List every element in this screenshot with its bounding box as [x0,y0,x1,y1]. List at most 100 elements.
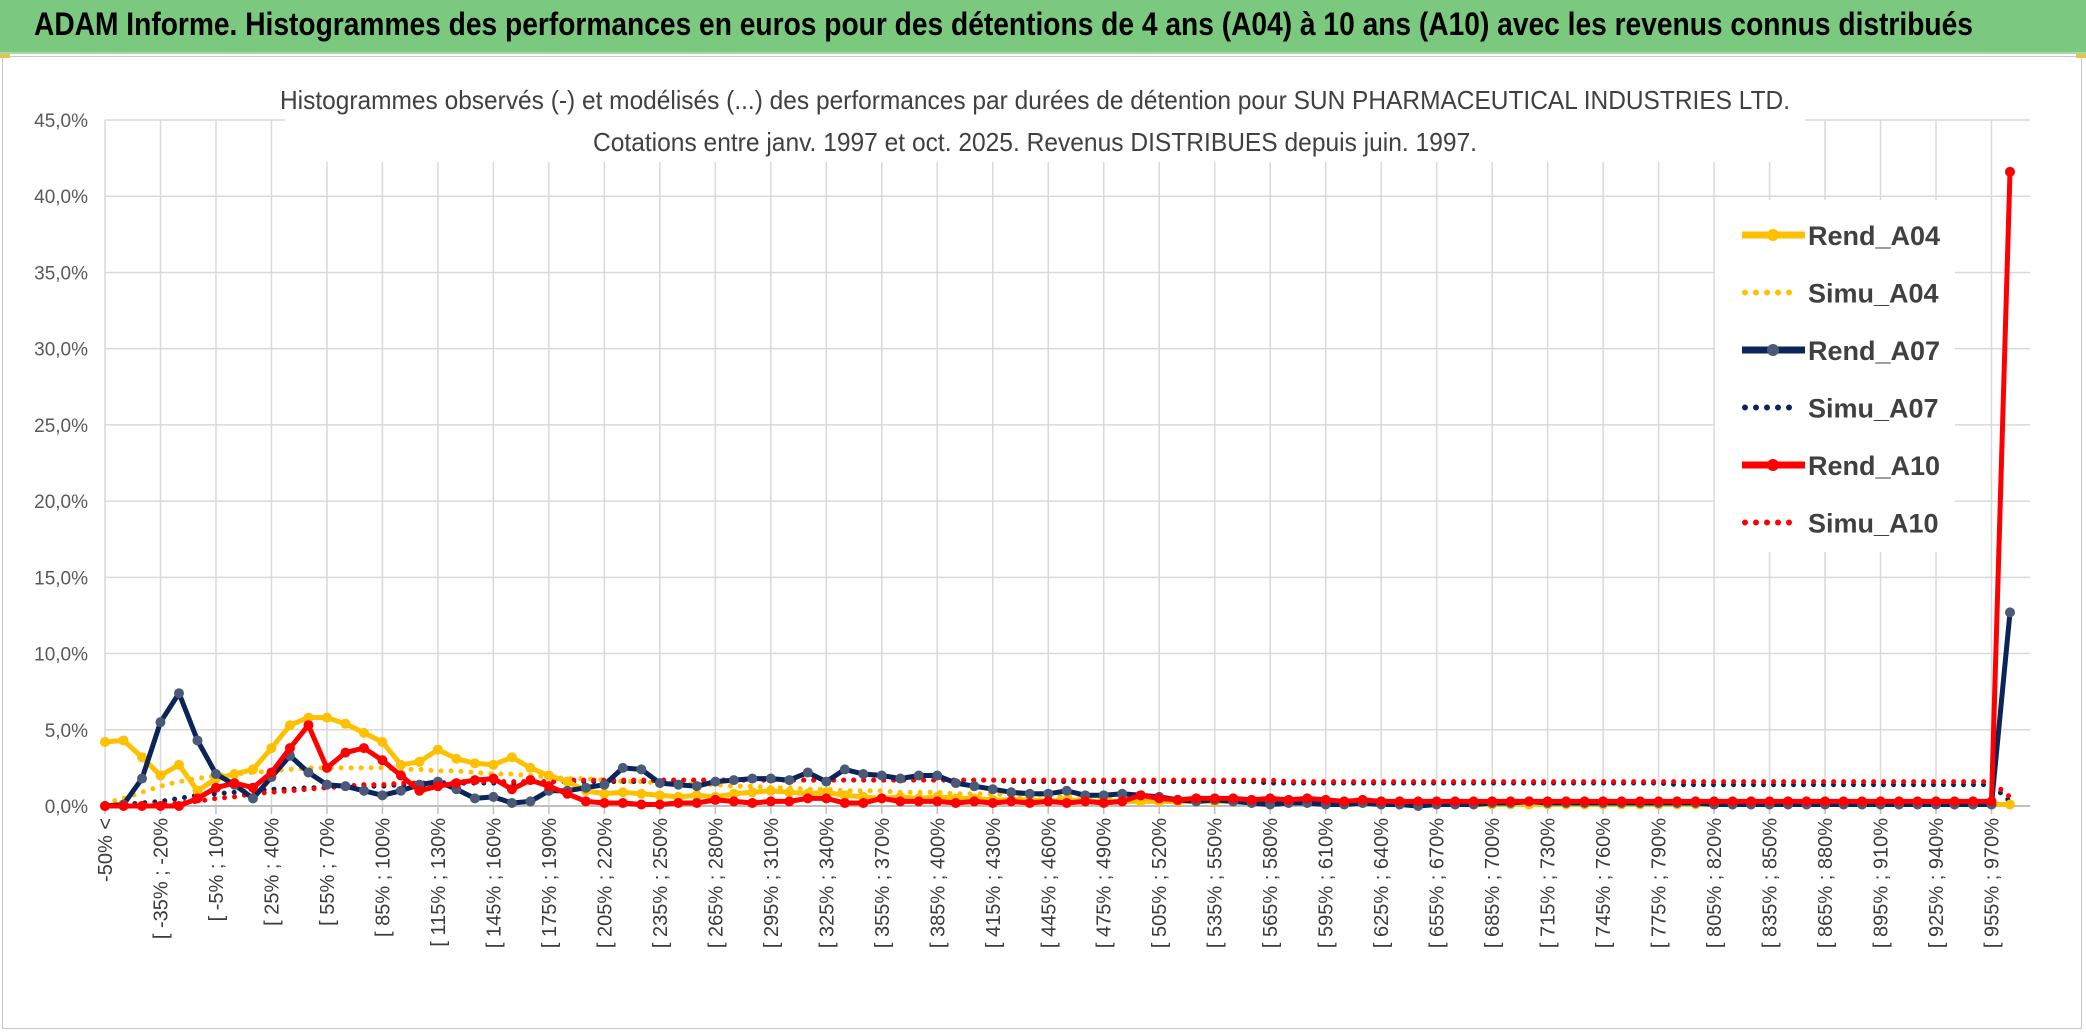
data-point-rend-a04 [358,727,369,738]
data-point-rend-a04 [488,759,499,770]
data-point-rend-a10 [1006,796,1017,807]
series-line-simu-a04 [102,765,2013,807]
data-point-rend-a10 [1820,796,1831,807]
data-point-rend-a10 [1561,796,1572,807]
data-point-rend-a10 [414,785,425,796]
x-tick-label: -50% < [95,818,117,882]
data-point-rend-a10 [895,796,906,807]
data-point-rend-a10 [1579,796,1590,807]
data-point-rend-a07 [1024,788,1035,799]
data-point-rend-a07 [247,793,258,804]
data-point-rend-a07 [876,770,887,781]
legend-label-simu-a10: Simu_A10 [1808,509,1939,539]
data-point-rend-a07 [469,793,480,804]
x-tick-label: [ 85% ; 100% [372,818,394,937]
data-point-rend-a10 [1764,796,1775,807]
data-point-rend-a07 [728,775,739,786]
data-point-rend-a04 [266,743,277,754]
data-point-rend-a10 [1154,793,1165,804]
x-tick-label: [ 505% ; 520% [1149,818,1171,948]
data-point-rend-a07 [525,796,536,807]
x-tick-label: [ 655% ; 670% [1427,818,1449,948]
data-point-rend-a07 [599,779,610,790]
data-point-rend-a10 [710,794,721,805]
data-point-rend-a10 [1098,797,1109,808]
chart-series [100,166,2015,811]
data-point-rend-a10 [358,743,369,754]
y-tick-label: 0,0% [45,797,88,818]
data-point-rend-a07 [765,773,776,784]
data-point-rend-a04 [173,759,184,770]
x-tick-label: [ 715% ; 730% [1538,818,1560,948]
data-point-rend-a04 [247,764,258,775]
data-point-rend-a07 [895,773,906,784]
data-point-rend-a10 [469,775,480,786]
data-point-rend-a04 [543,770,554,781]
data-point-rend-a10 [1265,793,1276,804]
x-tick-label: [ 25% ; 40% [261,818,283,926]
data-point-rend-a07 [932,770,943,781]
legend-label-simu-a04: Simu_A04 [1808,279,1939,309]
data-point-rend-a10 [562,788,573,799]
data-point-rend-a07 [691,781,702,792]
data-point-rend-a10 [192,793,203,804]
data-point-rend-a10 [1191,793,1202,804]
data-point-rend-a04 [469,758,480,769]
legend-label-rend-a07: Rend_A07 [1808,336,1940,366]
data-point-rend-a10 [1209,793,1220,804]
data-point-rend-a04 [100,736,110,747]
page-title: ADAM Informe. Histogrammes des performan… [34,6,1973,42]
data-point-rend-a07 [1043,788,1054,799]
chart-subtitle: Cotations entre janv. 1997 et oct. 2025.… [593,127,1477,157]
data-point-rend-a07 [969,781,980,792]
data-point-rend-a10 [1394,796,1405,807]
data-point-rend-a07 [358,785,369,796]
data-point-rend-a10 [580,796,591,807]
data-point-rend-a07 [747,773,758,784]
data-point-rend-a07 [155,717,166,728]
data-point-rend-a10 [136,801,147,811]
data-point-rend-a07 [1098,790,1109,801]
x-tick-label: [ 55% ; 70% [317,818,339,926]
data-point-rend-a10 [1968,796,1979,807]
data-point-rend-a10 [1505,796,1516,807]
data-point-rend-a10 [506,784,517,795]
data-point-rend-a04 [284,720,295,731]
data-point-rend-a04 [747,787,758,798]
legend-label-rend-a10: Rend_A10 [1808,451,1940,481]
data-point-rend-a10 [1117,796,1128,807]
data-point-rend-a07 [1006,787,1017,798]
x-tick-label: [ 895% ; 910% [1871,818,1893,948]
data-point-rend-a10 [1228,793,1239,804]
data-point-rend-a07 [488,791,499,802]
data-point-rend-a04 [525,762,536,773]
legend-marker-rend-a04 [1767,229,1779,241]
y-tick-label: 15,0% [34,568,88,589]
data-point-rend-a10 [1246,794,1257,805]
x-tick-label: [ 445% ; 460% [1038,818,1060,948]
data-point-rend-a10 [100,801,110,811]
data-point-rend-a10 [1598,796,1609,807]
data-point-rend-a10 [1875,796,1886,807]
data-point-rend-a04 [599,788,610,799]
data-point-rend-a10 [1468,796,1479,807]
data-point-rend-a10 [1801,796,1812,807]
data-point-rend-a10 [1080,796,1091,807]
data-point-rend-a10 [1043,796,1054,807]
x-tick-label: [ 865% ; 880% [1815,818,1837,948]
data-point-rend-a04 [636,788,647,799]
data-point-rend-a10 [229,778,240,789]
data-point-rend-a10 [858,797,869,808]
data-point-rend-a07 [784,775,795,786]
data-point-rend-a10 [1635,796,1646,807]
data-point-rend-a10 [1172,794,1183,805]
data-point-rend-a07 [987,784,998,795]
data-point-rend-a10 [432,781,443,792]
data-point-rend-a10 [1931,796,1942,807]
data-point-rend-a07 [950,778,961,789]
chart-title: Histogrammes observés (-) et modélisés (… [280,85,1790,115]
y-tick-label: 25,0% [34,416,88,437]
series-line-rend-a07 [104,612,2013,809]
data-point-rend-a10 [636,799,647,810]
data-point-rend-a07 [821,776,832,787]
